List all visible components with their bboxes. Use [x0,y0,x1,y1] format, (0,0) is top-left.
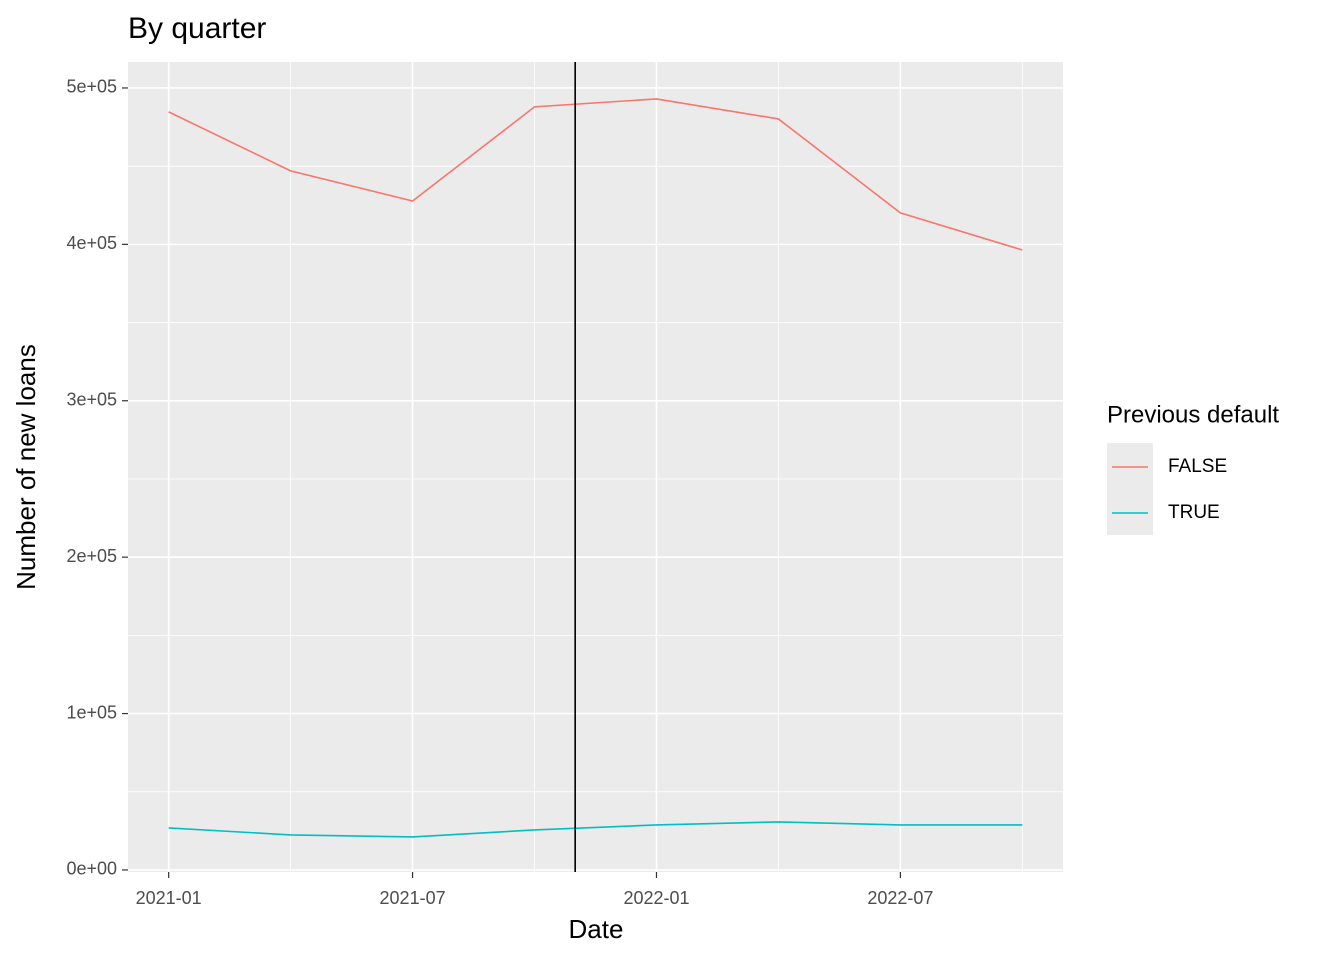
x-tick-label: 2021-07 [380,888,446,908]
data-line [168,821,1023,838]
y-tick-label: 4e+05 [66,233,117,253]
y-tick-label: 5e+05 [66,77,117,97]
x-axis-title: Date [569,914,624,944]
chart-title: By quarter [128,12,266,45]
y-tick-label: 2e+05 [66,546,117,566]
legend-label: FALSE [1168,456,1227,477]
x-tick-label: 2022-07 [867,888,933,908]
panel-background [128,62,1063,872]
legend-label: TRUE [1168,502,1220,523]
y-tick-label: 0e+00 [66,859,117,879]
data-line [168,98,1023,251]
y-tick-label: 1e+05 [66,702,117,722]
legend-title: Previous default [1107,401,1279,428]
x-tick-label: 2022-01 [623,888,689,908]
legend-key-background [1107,443,1153,535]
x-tick-label: 2021-01 [136,888,202,908]
y-axis-title: Number of new loans [11,344,41,590]
y-tick-label: 3e+05 [66,390,117,410]
